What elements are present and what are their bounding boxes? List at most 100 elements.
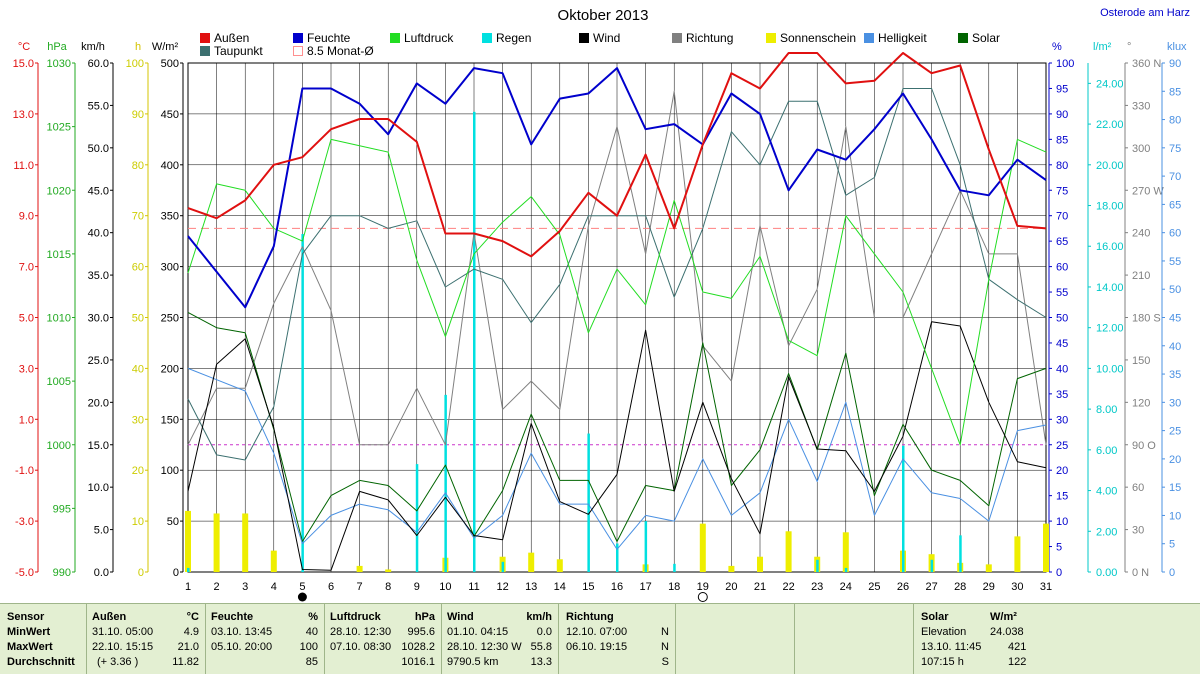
stats-time: 03.10. 13:45	[211, 626, 273, 638]
axis-tick-label: 9.0	[19, 211, 34, 223]
x-tick-label: 15	[582, 581, 594, 593]
legend-label: Helligkeit	[878, 31, 927, 45]
x-tick-label: 11	[468, 581, 479, 593]
axis-tick-label: 1005	[47, 376, 71, 388]
rain-bar	[844, 567, 848, 572]
axis-tick-label: 0	[1056, 567, 1062, 579]
axis-tick-label: 25.0	[88, 355, 109, 367]
axis-tick-label: 3.0	[19, 363, 34, 375]
stats-value: 21.0	[177, 641, 199, 653]
axis-tick-label: 70	[1056, 211, 1068, 223]
axes: °C 15.0 13.0 11.0 9.0 7.0 5.0 3.0 1.0 -1.0 -3.0 -5.…	[13, 41, 1187, 579]
bar-series	[185, 111, 1049, 573]
stats-time: 06.10. 19:15	[566, 641, 628, 653]
stats-value: 0.0	[536, 626, 552, 638]
rain-bar	[673, 563, 676, 572]
stats-value: 421	[1008, 641, 1027, 653]
rain-bar	[930, 559, 934, 572]
legend-swatch	[482, 33, 492, 43]
legend-swatch	[958, 33, 968, 43]
legend-label: Luftdruck	[404, 31, 454, 45]
axis-tick-label: 11.0	[13, 160, 34, 172]
x-tick-label: 30	[1011, 581, 1023, 593]
series-line-richtung	[187, 90, 1047, 446]
axis-tick-label: 60.0	[88, 58, 109, 70]
axis-unit: %	[1052, 41, 1062, 53]
rain-bar	[444, 394, 447, 572]
stats-time: 01.10. 04:15	[447, 626, 509, 638]
stats-col-sensor: Sensor MinWert MaxWert Durchschnitt	[0, 604, 87, 674]
axis-tick-label: 55.0	[88, 100, 109, 112]
stats-unit: °C	[186, 611, 199, 623]
legend-swatch	[293, 33, 303, 43]
stats-unit: hPa	[414, 611, 435, 623]
sunshine-bar	[757, 556, 763, 572]
axis-tick-label: 1020	[47, 185, 71, 197]
axis-tick-label: 40.0	[88, 228, 109, 240]
axis-tick-label: 80	[1056, 160, 1068, 172]
rain-bar	[616, 543, 619, 572]
stats-value: 85	[305, 656, 318, 668]
sunshine-bar	[242, 513, 249, 572]
axis-tick-label: -3.0	[15, 516, 34, 528]
axis-tick-label: 10.0	[88, 482, 109, 494]
axis-tick-label: 250	[161, 313, 179, 325]
legend-label: Richtung	[686, 31, 733, 45]
sunshine-bar	[728, 565, 735, 572]
axis-unit: W/m²	[152, 41, 179, 53]
axis-tick-label: 45	[1056, 338, 1068, 350]
axis-tick-label: 35	[1169, 369, 1181, 381]
axis-tick-label: 5.0	[94, 525, 109, 537]
x-tick-label: 1	[185, 581, 191, 593]
stats-value: 1016.1	[401, 656, 435, 668]
stats-header: Richtung	[566, 611, 614, 623]
stats-time: 31.10. 05:00	[92, 626, 154, 638]
axis-tick-label: 40	[1169, 341, 1181, 353]
rain-bar	[473, 111, 476, 572]
axis-unit: l/m²	[1093, 41, 1112, 53]
stats-time: 13.10. 11:45	[921, 641, 982, 653]
axis-tick-label: 100	[1056, 58, 1074, 70]
axis-tick-label: 55	[1169, 256, 1181, 268]
axis-tick-label: 150	[161, 414, 179, 426]
legend-label: Regen	[496, 31, 531, 45]
axis-tick-label: 450	[161, 109, 179, 121]
x-tick-label: 20	[725, 581, 737, 593]
stats-sensor-header: Sensor	[7, 611, 45, 623]
axis-tick-label: 50	[1056, 313, 1068, 325]
rain-bar	[816, 559, 819, 572]
legend-swatch	[293, 46, 303, 56]
legend-label: Wind	[593, 31, 620, 45]
axis-tick-label: 85	[1056, 134, 1068, 146]
series-line-wind	[187, 321, 1047, 571]
stats-value: 4.9	[183, 626, 199, 638]
stats-header: Außen	[92, 611, 127, 623]
x-axis-labels: 1 2 3 4 5 6 7 8 9 10 11 12 13 14 15 16 17 18 19 20 21 22 23 24 2…	[185, 581, 1052, 593]
axis-tick-label: 100	[161, 465, 179, 477]
x-tick-label: 2	[214, 581, 220, 593]
x-tick-label: 4	[271, 581, 277, 593]
x-tick-label: 16	[611, 581, 623, 593]
stats-time: 12.10. 07:00	[566, 626, 628, 638]
axis-tick-label: 5.0	[19, 313, 34, 325]
x-tick-label: 26	[897, 581, 909, 593]
stats-row-label: MaxWert	[7, 641, 53, 653]
axis-tick-label: 150	[1132, 355, 1150, 367]
axis-tick-label: 60	[1056, 262, 1068, 274]
axis-tick-label: 5	[1056, 542, 1062, 554]
axis-tick-label: 15	[1169, 482, 1181, 494]
sunshine-bar	[699, 523, 706, 572]
axis-tick-label: 10.00	[1096, 363, 1124, 375]
axis-unit: klux	[1167, 41, 1187, 53]
stats-col-richtung: Richtung 12.10. 07:00 N 06.10. 19:15 N S	[559, 604, 676, 674]
stats-header: Luftdruck	[330, 611, 381, 623]
axis-tick-label: -1.0	[15, 465, 34, 477]
axis-tick-label: 75	[1056, 185, 1068, 197]
axis-tick-label: 1030	[47, 58, 71, 70]
x-tick-label: 21	[754, 581, 766, 593]
axis-tick-label: 1.0	[19, 414, 34, 426]
stats-time: 28.10. 12:30	[330, 626, 392, 638]
rain-bar	[187, 567, 190, 572]
stats-value: 11.82	[172, 656, 199, 668]
x-tick-label: 6	[328, 581, 334, 593]
